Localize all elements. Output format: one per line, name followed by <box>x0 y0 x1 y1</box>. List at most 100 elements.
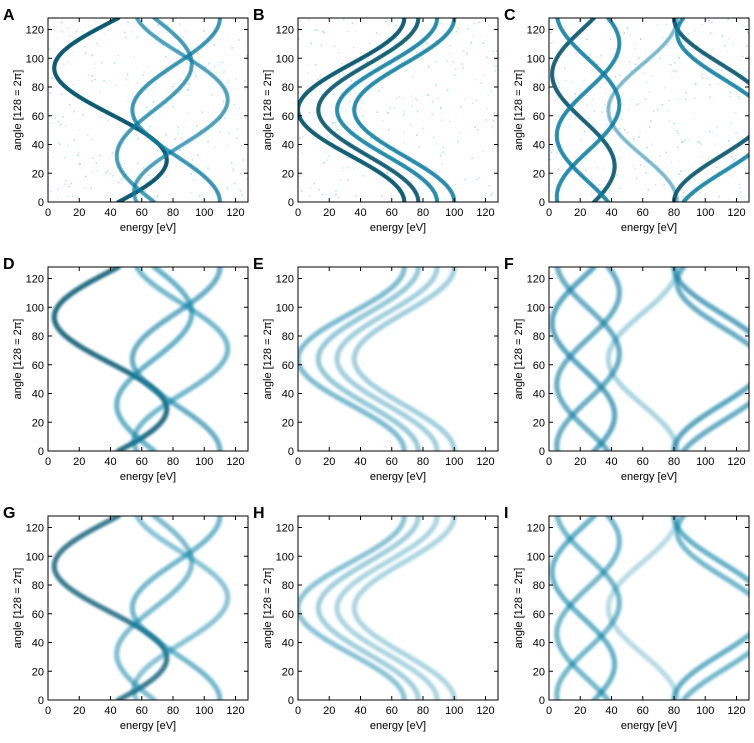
x-tick-label: 80 <box>668 456 680 468</box>
noise-point <box>224 117 226 119</box>
noise-point <box>327 155 330 157</box>
noise-point <box>213 44 216 46</box>
noise-point <box>103 79 105 82</box>
y-tick-label: 40 <box>282 638 294 650</box>
noise-point <box>142 74 145 76</box>
noise-point <box>125 78 128 81</box>
y-tick-label: 0 <box>288 695 294 707</box>
noise-point <box>437 97 439 99</box>
noise-point <box>318 188 320 191</box>
noise-point <box>685 92 687 94</box>
noise-point <box>308 111 311 114</box>
plot-frame <box>47 266 249 452</box>
noise-point <box>495 50 498 52</box>
noise-point <box>694 83 697 85</box>
noise-point <box>353 46 355 48</box>
noise-point <box>395 37 397 39</box>
noise-point <box>347 30 349 32</box>
noise-point <box>571 81 573 83</box>
y-tick-label: 60 <box>32 111 44 123</box>
noise-point <box>72 84 74 86</box>
noise-point <box>109 173 112 175</box>
noise-point <box>147 174 150 177</box>
noise-point <box>583 48 586 51</box>
series-curve-1 <box>549 267 618 451</box>
noise-point <box>635 177 638 180</box>
noise-point <box>575 51 577 54</box>
noise-point <box>78 129 80 132</box>
panel-letter: G <box>3 505 15 522</box>
noise-point <box>107 170 109 172</box>
x-axis-label: energy [eV] <box>621 471 677 483</box>
noise-point <box>127 100 129 103</box>
noise-point <box>341 107 343 109</box>
noise-point <box>491 50 494 52</box>
plot-content <box>298 18 498 202</box>
noise-point <box>653 110 655 112</box>
noise-point <box>317 78 319 81</box>
noise-point <box>739 71 741 73</box>
noise-point <box>67 145 70 147</box>
noise-point <box>739 138 741 140</box>
panel-d: 0 20 40 60 80 100 120 0 20 40 60 80 100 120 energy [eV… <box>3 256 249 483</box>
x-tick-label: 120 <box>226 705 244 717</box>
y-tick-label: 60 <box>533 111 545 123</box>
noise-point <box>574 156 577 159</box>
noise-point <box>415 51 418 53</box>
noise-point <box>69 34 71 37</box>
noise-point <box>482 150 485 153</box>
noise-point <box>603 167 606 169</box>
series-curve-3 <box>129 267 223 451</box>
noise-point <box>100 61 103 64</box>
noise-point <box>645 171 647 174</box>
noise-point <box>157 24 159 26</box>
noise-point <box>639 38 642 40</box>
noise-point <box>136 36 139 39</box>
noise-point <box>182 36 185 38</box>
panel-h: 0 20 40 60 80 100 120 0 20 40 60 80 100 120 energy [eV… <box>253 505 499 732</box>
noise-point <box>666 110 669 112</box>
x-tick-label: 40 <box>605 456 617 468</box>
noise-point <box>193 178 195 181</box>
noise-point <box>614 75 617 78</box>
series-curve-6 <box>674 516 749 700</box>
noise-point <box>492 192 494 194</box>
panel-letter: B <box>253 7 265 24</box>
noise-point <box>457 140 459 143</box>
noise-point <box>354 161 357 164</box>
series-curve-2 <box>554 18 622 202</box>
noise-point <box>427 65 430 68</box>
noise-point <box>711 132 714 134</box>
x-tick-label: 20 <box>574 456 586 468</box>
noise-point <box>683 191 685 194</box>
noise-point <box>746 142 749 144</box>
noise-point <box>612 118 615 120</box>
noise-point <box>584 169 587 172</box>
noise-point <box>639 164 642 166</box>
noise-point <box>244 142 247 145</box>
noise-point <box>665 23 668 26</box>
y-tick-label: 0 <box>38 197 44 209</box>
noise-point <box>388 24 390 27</box>
noise-point <box>677 132 679 134</box>
noise-point <box>170 99 172 101</box>
noise-point <box>91 171 93 174</box>
noise-point <box>688 139 691 142</box>
series-curve-5 <box>671 267 749 451</box>
noise-point <box>610 120 612 123</box>
noise-point <box>609 38 612 41</box>
noise-point <box>493 132 496 135</box>
noise-point <box>146 106 148 109</box>
x-tick-label: 60 <box>386 456 398 468</box>
noise-point <box>226 187 229 190</box>
y-axis-label: angle [128 = 2π] <box>262 319 274 400</box>
noise-point <box>135 134 138 136</box>
noise-point <box>192 170 194 173</box>
noise-point <box>307 72 309 74</box>
noise-point <box>453 74 456 77</box>
y-tick-label: 20 <box>533 666 545 678</box>
noise-point <box>177 126 179 129</box>
noise-point <box>299 80 301 83</box>
noise-point <box>709 130 711 133</box>
noise-point <box>681 141 684 143</box>
